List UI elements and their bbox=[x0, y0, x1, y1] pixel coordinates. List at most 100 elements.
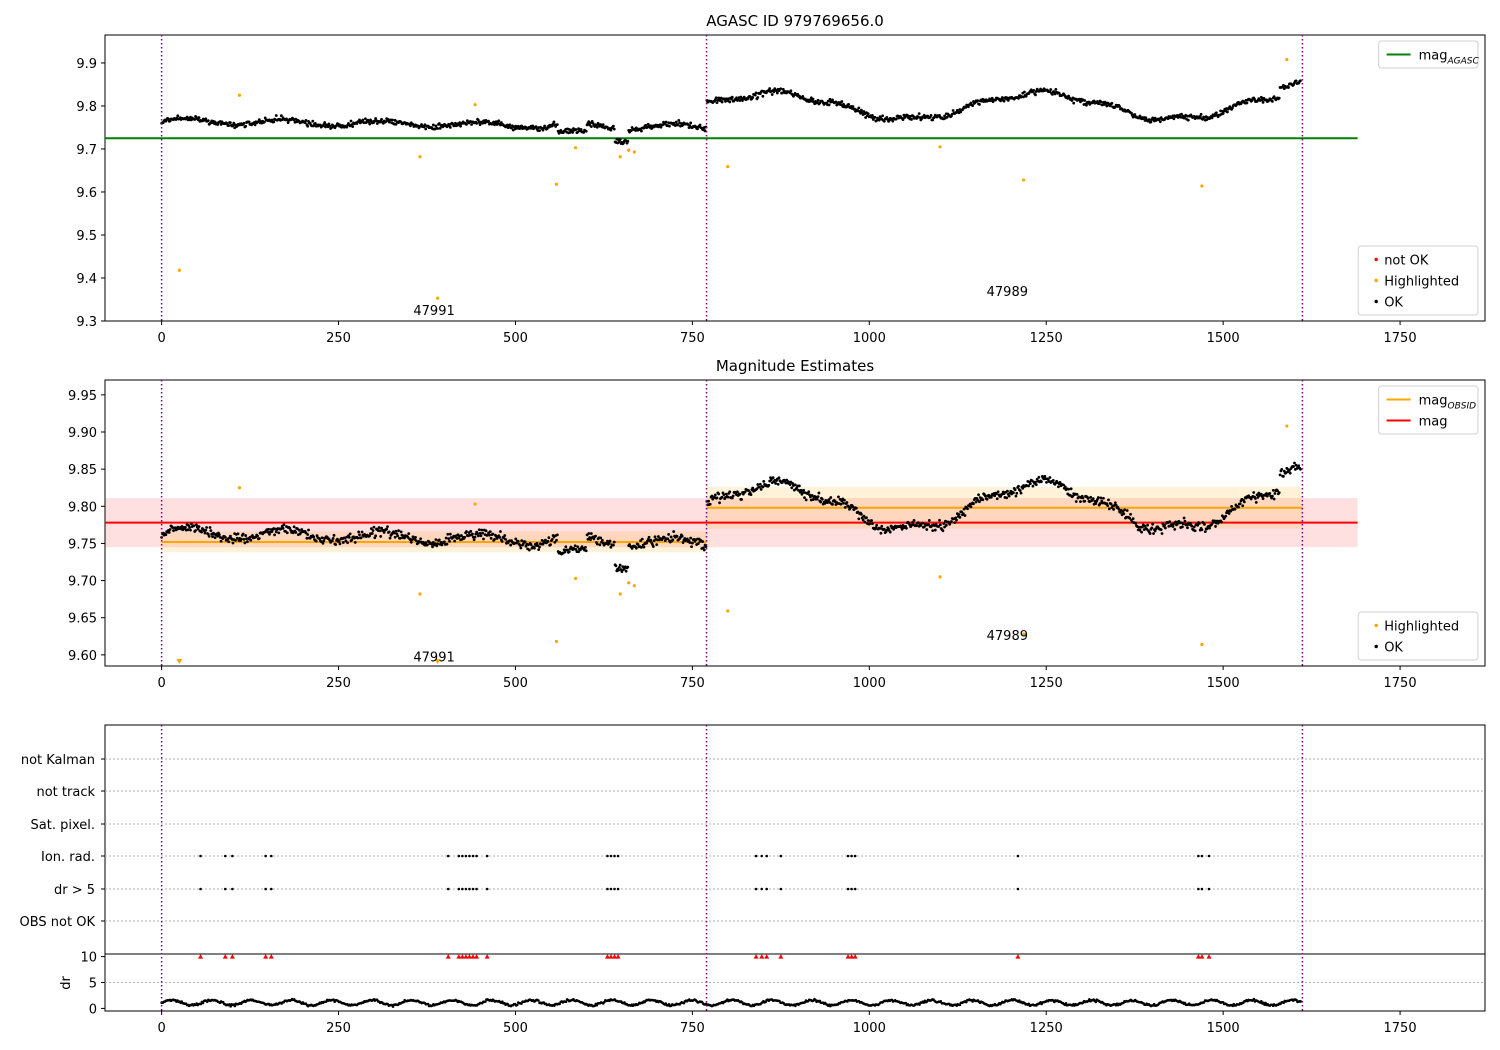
flag-point bbox=[231, 854, 234, 858]
flag-point bbox=[485, 887, 489, 891]
ok-point bbox=[761, 485, 765, 489]
ok-point bbox=[358, 533, 361, 537]
ok-point bbox=[172, 529, 175, 533]
highlighted-point bbox=[1200, 184, 1204, 188]
ok-point bbox=[1140, 530, 1144, 534]
ok-point bbox=[434, 124, 438, 128]
ok-point bbox=[1107, 498, 1110, 502]
flag-point bbox=[1207, 887, 1211, 891]
ok-point bbox=[915, 524, 918, 528]
ok-point bbox=[626, 565, 630, 569]
ok-point bbox=[857, 517, 861, 521]
dr-clipped-marker bbox=[198, 954, 204, 959]
ok-point bbox=[1098, 502, 1102, 505]
legend-label: OK bbox=[1384, 641, 1403, 656]
ok-point bbox=[981, 498, 985, 502]
x-tick-label: 1250 bbox=[1030, 331, 1063, 346]
highlighted-point bbox=[726, 165, 730, 169]
x-tick-label: 750 bbox=[680, 1021, 705, 1036]
flag-point bbox=[760, 854, 764, 858]
ok-point bbox=[1186, 118, 1190, 122]
dr-clipped-marker bbox=[849, 954, 855, 959]
highlighted-point bbox=[237, 486, 242, 490]
ok-point bbox=[1241, 504, 1245, 508]
dr-clipped-marker bbox=[466, 954, 472, 959]
ok-point bbox=[1299, 79, 1302, 83]
ok-point bbox=[392, 531, 396, 535]
ok-point bbox=[576, 545, 580, 549]
ok-point bbox=[346, 541, 349, 545]
ok-point bbox=[219, 539, 223, 543]
ok-point bbox=[445, 542, 449, 546]
ok-point bbox=[1254, 497, 1257, 500]
flag-point bbox=[224, 854, 227, 858]
ok-point bbox=[481, 121, 485, 125]
dr-point bbox=[199, 1002, 203, 1006]
ok-point bbox=[758, 485, 761, 489]
ok-point bbox=[801, 491, 805, 495]
flag-point bbox=[760, 887, 764, 891]
dr-clipped-marker bbox=[759, 954, 765, 959]
ok-point bbox=[621, 565, 625, 569]
ok-point bbox=[364, 117, 367, 121]
ok-point bbox=[1224, 514, 1228, 518]
ok-point bbox=[1164, 526, 1167, 530]
ok-point bbox=[266, 530, 270, 534]
flag-category-label: not track bbox=[36, 785, 95, 800]
ok-point bbox=[1057, 485, 1060, 489]
ok-point bbox=[799, 488, 803, 492]
ok-point bbox=[882, 119, 886, 123]
x-tick-label: 1250 bbox=[1030, 676, 1063, 691]
dr-point bbox=[233, 1004, 237, 1008]
ok-point bbox=[612, 127, 616, 131]
ok-point bbox=[804, 498, 808, 502]
ok-point bbox=[1048, 476, 1052, 479]
ok-point bbox=[229, 121, 232, 125]
ok-point bbox=[1181, 522, 1185, 526]
ok-point bbox=[720, 100, 724, 104]
ok-point bbox=[608, 539, 612, 543]
ok-point bbox=[1299, 467, 1302, 471]
ok-point bbox=[1149, 120, 1153, 124]
ok-point bbox=[244, 534, 248, 537]
flag-category-label: not Kalman bbox=[21, 753, 95, 768]
ok-point bbox=[831, 98, 834, 102]
ok-point bbox=[409, 540, 413, 544]
ok-point bbox=[546, 539, 550, 543]
ok-point bbox=[1028, 482, 1032, 485]
ok-point bbox=[207, 534, 211, 538]
ok-point bbox=[1230, 504, 1234, 508]
ok-point bbox=[204, 117, 208, 121]
ok-point bbox=[788, 483, 792, 487]
legend-label: mag bbox=[1419, 415, 1448, 430]
ok-point bbox=[314, 539, 318, 543]
ok-point bbox=[407, 532, 411, 536]
ok-point bbox=[912, 518, 916, 522]
ok-point bbox=[454, 121, 457, 125]
ok-point bbox=[922, 113, 926, 117]
ok-point bbox=[847, 103, 851, 106]
dr-point bbox=[484, 1000, 487, 1003]
ok-point bbox=[382, 530, 386, 534]
ok-point bbox=[1294, 79, 1298, 83]
ok-point bbox=[1129, 512, 1132, 516]
ok-point bbox=[676, 123, 680, 127]
ok-point bbox=[702, 546, 705, 550]
ok-point bbox=[499, 530, 502, 533]
ok-point bbox=[797, 488, 800, 492]
ok-point bbox=[1196, 523, 1200, 527]
ok-point bbox=[861, 518, 865, 522]
ok-point bbox=[273, 533, 276, 537]
ok-point bbox=[213, 120, 217, 124]
ok-point bbox=[563, 550, 567, 554]
ok-point bbox=[305, 536, 309, 540]
ok-point bbox=[251, 534, 254, 537]
x-tick-label: 250 bbox=[326, 331, 351, 346]
ok-point bbox=[1282, 474, 1285, 478]
ok-point bbox=[1237, 505, 1240, 509]
obsid-label: 47991 bbox=[413, 650, 454, 665]
dr-point bbox=[918, 1003, 921, 1006]
flag-point bbox=[231, 887, 234, 891]
ok-point bbox=[498, 535, 502, 539]
ok-point bbox=[227, 540, 231, 544]
